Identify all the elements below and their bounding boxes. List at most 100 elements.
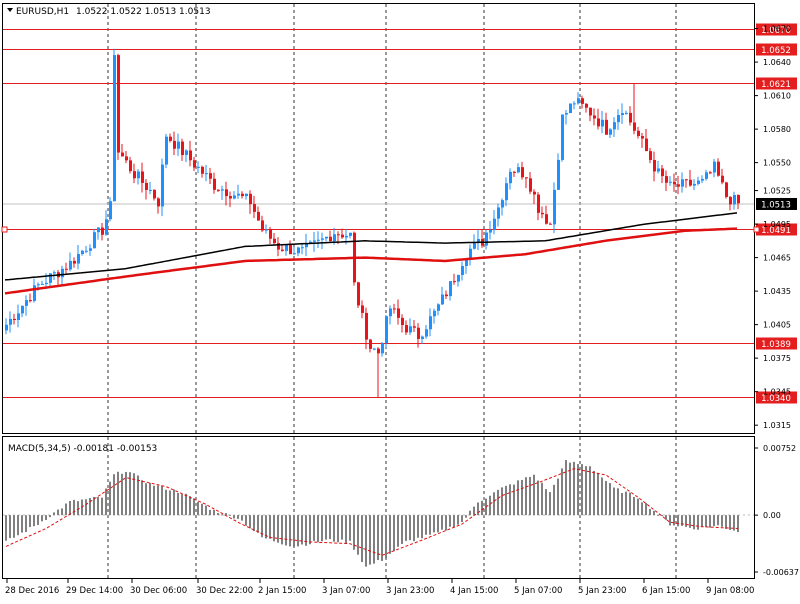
macd-histogram-bar — [345, 515, 347, 544]
level-handle-left[interactable] — [1, 226, 8, 233]
macd-histogram-bar — [53, 512, 55, 516]
macd-histogram-bar — [677, 515, 679, 527]
candle-body — [737, 195, 740, 204]
candle — [85, 245, 88, 254]
candle — [649, 147, 652, 164]
price-tick-label: 1.0550 — [763, 159, 791, 168]
time-axis: 28 Dec 2016 29 Dec 14:00 30 Dec 06:00 30 De… — [5, 578, 754, 596]
macd-histogram-bar — [465, 515, 467, 518]
macd-histogram-bar — [49, 515, 51, 518]
candle-body — [449, 281, 452, 297]
candle — [733, 191, 736, 210]
candle-body — [17, 313, 20, 321]
macd-histogram-bar — [269, 515, 271, 539]
candle — [697, 176, 700, 186]
macd-histogram-bar — [309, 515, 311, 545]
macd-histogram-bar — [733, 515, 735, 531]
macd-histogram-bar — [393, 515, 395, 552]
price-axis: 1.0670 1.0640 1.0610 1.0580 1.0550 1.0525 1.04… — [754, 25, 797, 430]
candle-body — [465, 258, 468, 267]
price-tick-label: 1.0495 — [763, 220, 791, 229]
horizontal-levels[interactable]: 1.0670 1.0652 1.0621 1.0491 1.0389 1.0340 — [3, 23, 797, 405]
candle-body — [205, 173, 208, 175]
macd-histogram-bar — [521, 479, 523, 516]
macd-histogram-bar — [153, 485, 155, 516]
candle-body — [237, 193, 240, 196]
candle-body — [313, 240, 316, 242]
macd-histogram-bar — [161, 485, 163, 516]
candle-body — [513, 171, 516, 173]
candle — [489, 220, 492, 240]
macd-histogram-bar — [281, 515, 283, 545]
candle-body — [29, 300, 32, 302]
candle-body — [469, 248, 472, 259]
candle-body — [661, 168, 664, 177]
time-tick-label: 2 Jan 15:00 — [258, 586, 306, 596]
candle-body — [201, 166, 204, 174]
candle — [25, 295, 28, 316]
macd-histogram-bar — [589, 466, 591, 516]
candle-body — [117, 55, 120, 153]
candle — [169, 133, 172, 143]
candle — [469, 244, 472, 266]
macd-histogram-bar — [433, 515, 435, 533]
candle — [657, 160, 660, 174]
candle — [601, 110, 604, 134]
candle-body — [89, 248, 92, 251]
candle — [449, 281, 452, 301]
macd-histogram-bar — [573, 461, 575, 516]
price-pane-frame — [2, 3, 755, 434]
candle — [73, 257, 76, 268]
level-price-label: 1.0652 — [761, 46, 791, 56]
macd-histogram-bar — [229, 514, 231, 516]
candle — [369, 338, 372, 353]
macd-histogram-bar — [9, 515, 11, 539]
ma-fast-line — [4, 227, 738, 295]
candle-body — [733, 195, 736, 205]
candle-body — [337, 234, 340, 236]
candle-body — [305, 243, 308, 248]
candle-body — [49, 273, 52, 283]
candle-body — [645, 138, 648, 152]
candle — [109, 197, 112, 222]
dropdown-triangle-icon[interactable] — [7, 8, 13, 12]
candle — [233, 191, 236, 200]
candle-body — [165, 136, 168, 165]
level-price-box — [756, 337, 797, 350]
candle-body — [245, 193, 248, 197]
candle — [289, 240, 292, 255]
level-handle-right[interactable] — [753, 226, 760, 233]
candle-body — [517, 167, 520, 173]
candle-body — [717, 161, 720, 176]
candle-body — [309, 241, 312, 244]
macd-histogram-bar — [417, 515, 419, 538]
candle — [729, 196, 732, 211]
candle — [17, 304, 20, 328]
candle — [29, 293, 32, 303]
candle-body — [613, 122, 616, 130]
candle-body — [597, 118, 600, 127]
candle-body — [193, 160, 196, 168]
candle-body — [445, 294, 448, 297]
macd-histogram-bar — [645, 502, 647, 516]
candle — [57, 269, 60, 285]
candle — [413, 320, 416, 333]
candlesticks — [5, 48, 740, 398]
candle — [505, 177, 508, 207]
candle-body — [261, 220, 264, 231]
candle-body — [729, 196, 732, 205]
macd-histogram-bar — [461, 515, 463, 522]
candle — [393, 303, 396, 314]
macd-histogram-bar — [585, 466, 587, 516]
candle-body — [169, 136, 172, 141]
macd-histogram-bar — [217, 513, 219, 516]
macd-histogram-bar — [425, 515, 427, 535]
macd-histogram-bar — [313, 515, 315, 541]
candle-body — [693, 183, 696, 186]
candle — [569, 103, 572, 114]
candle — [721, 168, 724, 185]
macd-histogram-bar — [649, 509, 651, 516]
candle-body — [249, 193, 252, 205]
candle — [189, 140, 192, 167]
